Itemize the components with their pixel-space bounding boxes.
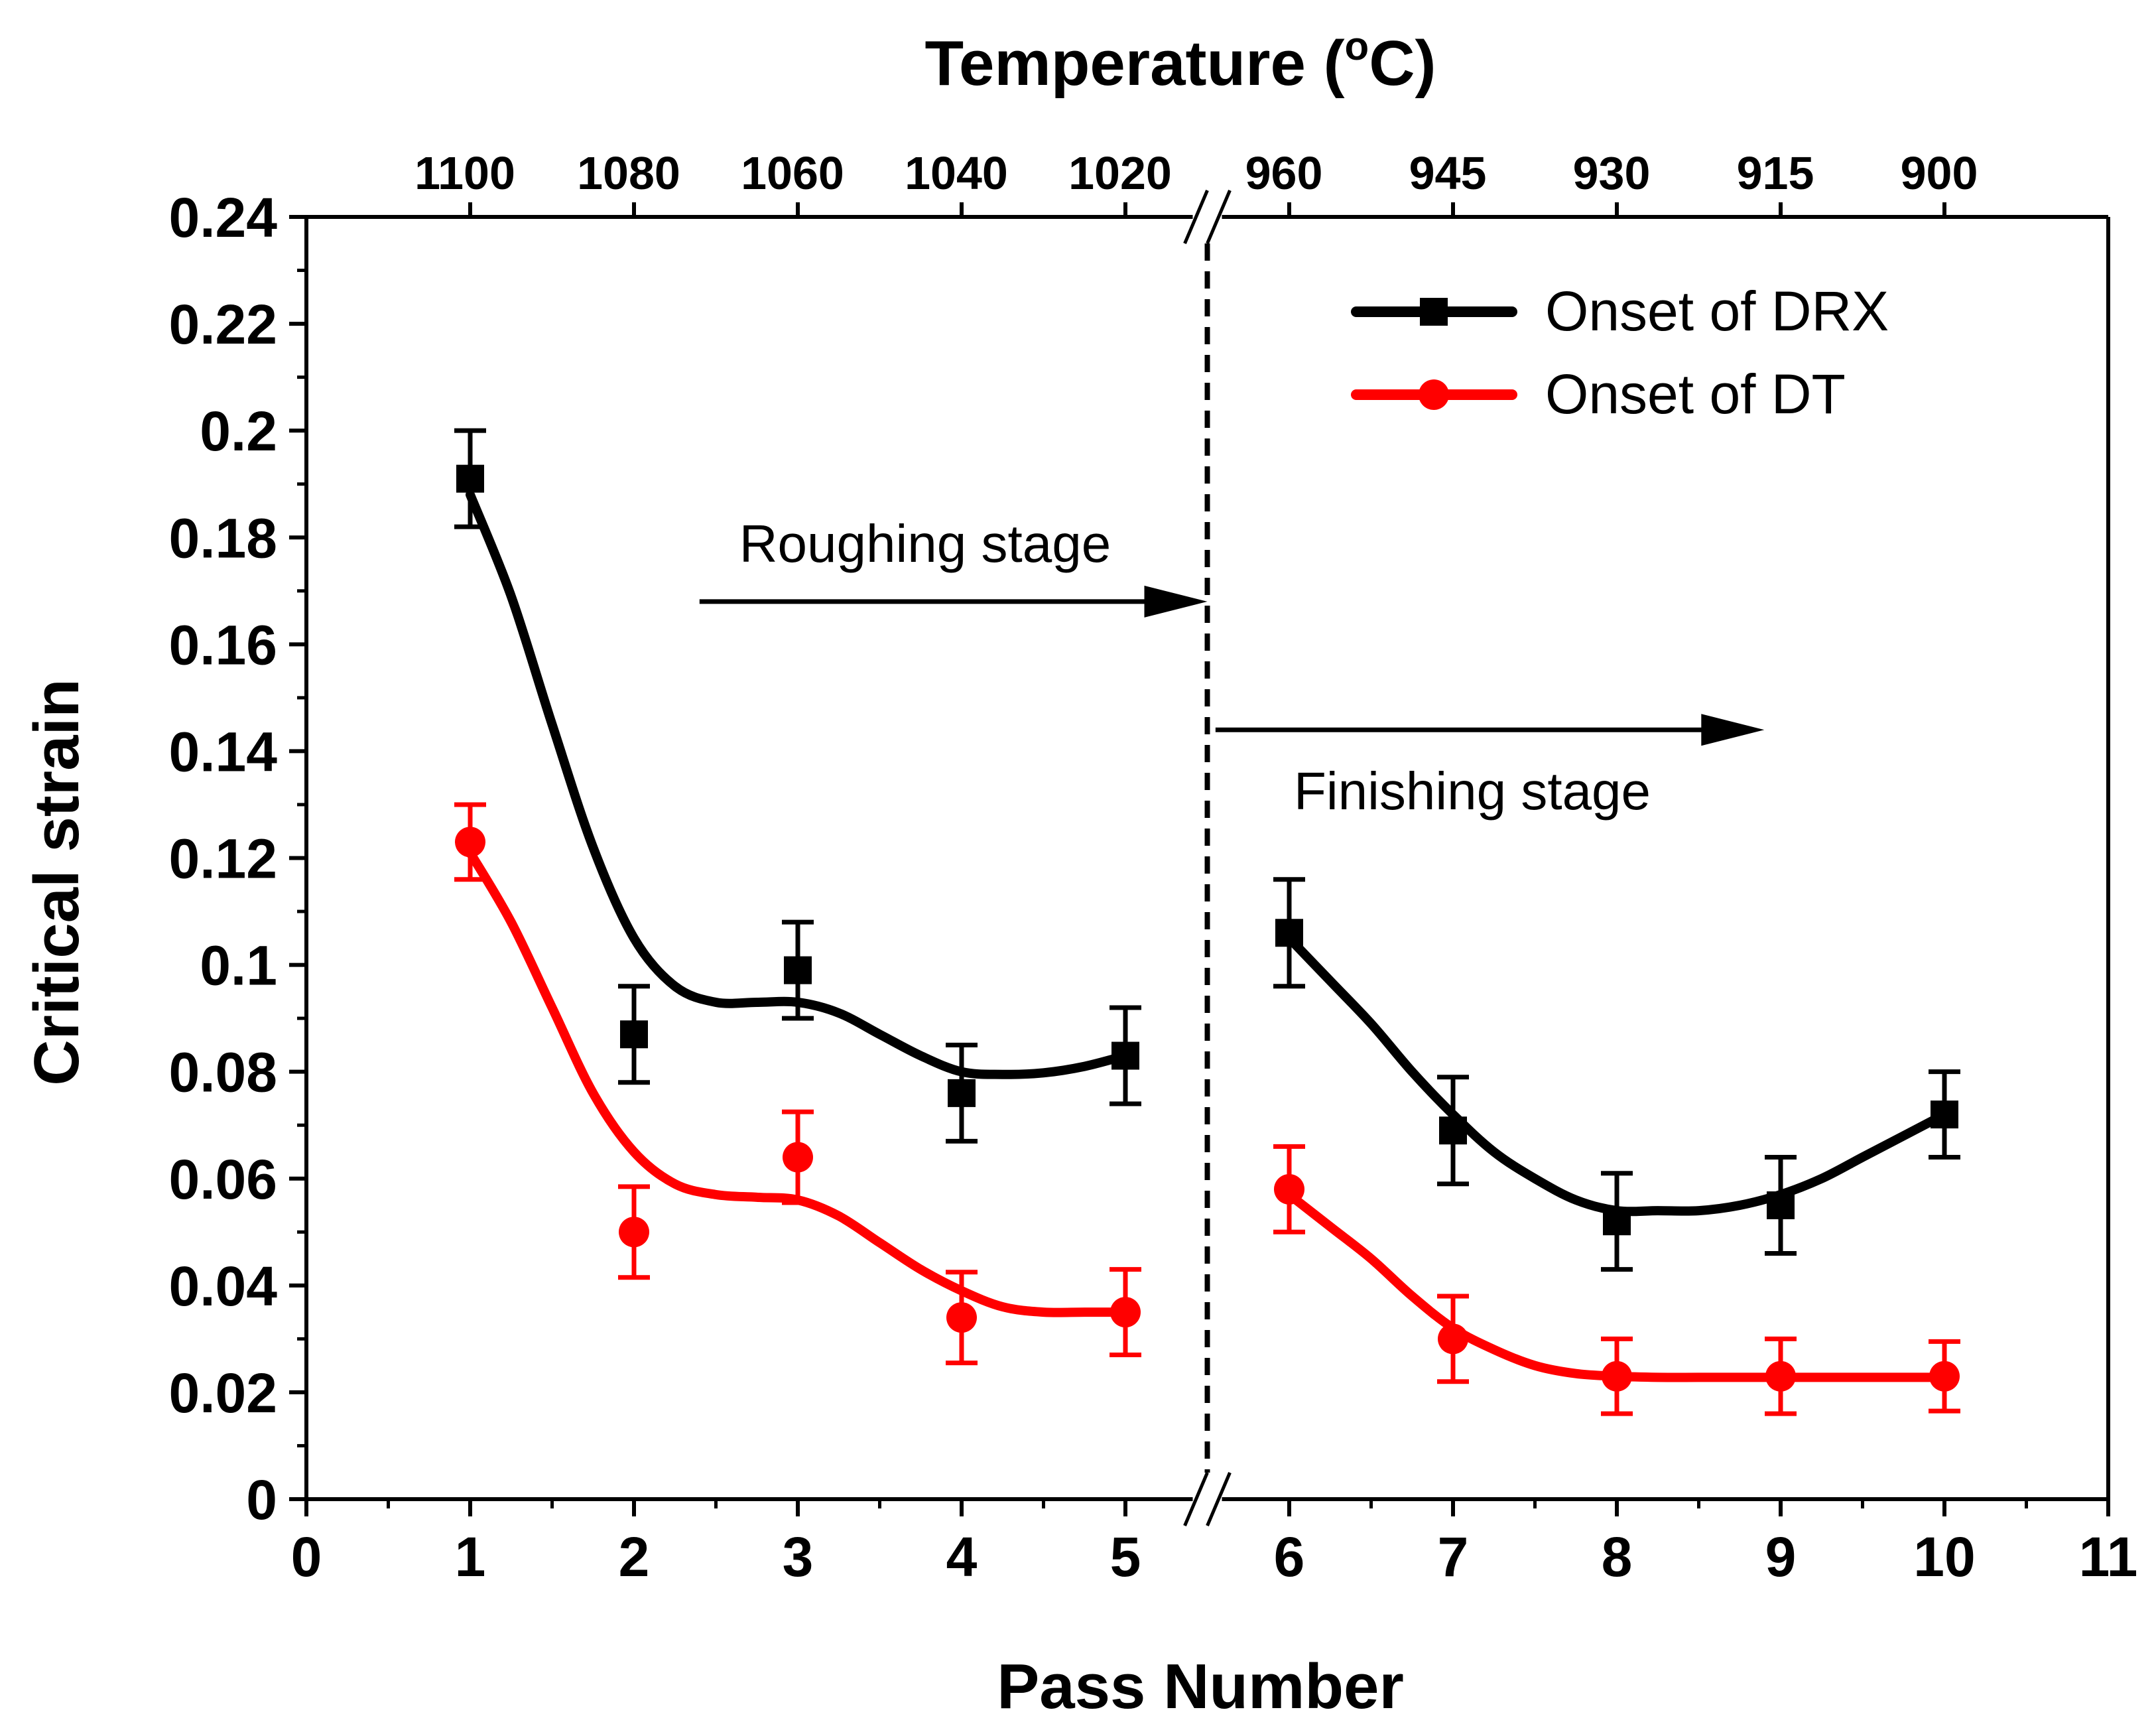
top-tick-label: 1100	[414, 147, 515, 199]
y-tick-label: 0.14	[169, 720, 278, 783]
y-tick-label: 0.12	[169, 828, 278, 890]
data-point	[1603, 1207, 1631, 1236]
data-point	[1767, 1191, 1795, 1220]
stage-annotations: Roughing stage Finishing stage	[699, 514, 1765, 821]
x-tick-label: 11	[2079, 1526, 2138, 1588]
y-tick-label: 0.02	[169, 1362, 278, 1424]
x-tick-label: 10	[1913, 1526, 1975, 1588]
y-tick-label: 0.18	[169, 507, 278, 569]
data-point	[1111, 1041, 1139, 1070]
legend: Onset of DRX Onset of DT	[1351, 280, 1889, 425]
top-tick-label: 900	[1901, 147, 1978, 199]
x-tick-label: 0	[291, 1526, 322, 1588]
legend-marker-2	[1419, 379, 1449, 410]
data-point	[1439, 1116, 1467, 1145]
stage-arrow-head-2	[1701, 714, 1765, 746]
data-markers	[455, 464, 1960, 1392]
break-slash-bottom-1	[1183, 1472, 1209, 1526]
top-tick-label: 1040	[905, 147, 1008, 199]
fit-line-series2-seg1	[466, 848, 1130, 1317]
break-slash-top-1	[1183, 190, 1209, 244]
break-slash-top-2	[1206, 190, 1232, 244]
y-tick-label: 0.04	[169, 1255, 278, 1317]
top-axis-title: Temperature (oC)	[925, 24, 1436, 99]
data-point	[1931, 1100, 1958, 1129]
data-point	[1110, 1297, 1141, 1328]
y-axis-ticks: 0 0.02 0.04 0.06 0.08 0.1 0.12 0.14 0.16 0.18 0.2 0…	[169, 186, 306, 1531]
legend-label-2: Onset of DT	[1545, 363, 1846, 425]
fit-line-series1-seg2	[1285, 933, 1949, 1217]
top-tick-label: 1080	[577, 147, 680, 199]
data-point	[619, 1217, 649, 1248]
break-slash-bottom-2	[1206, 1472, 1232, 1526]
stage-label-2: Finishing stage	[1294, 762, 1651, 821]
legend-marker-1	[1420, 298, 1448, 326]
y-tick-label: 0.2	[200, 400, 277, 462]
data-point	[946, 1302, 977, 1333]
x-tick-label: 2	[619, 1526, 650, 1588]
data-point	[455, 827, 485, 858]
data-point	[1275, 919, 1303, 947]
top-tick-label: 930	[1573, 147, 1651, 199]
data-point	[1929, 1361, 1960, 1392]
y-tick-label: 0.22	[169, 293, 278, 356]
data-point	[620, 1020, 648, 1049]
x-axis-ticks: 0 1 2 3 4 5 6 7 8 9 10 11	[291, 1499, 2138, 1588]
stage-arrow-head-1	[1144, 585, 1208, 618]
data-point	[1274, 1173, 1304, 1205]
x-tick-label: 1	[455, 1526, 486, 1588]
top-tick-label: 945	[1409, 147, 1487, 199]
top-tick-label: 1020	[1068, 147, 1172, 199]
y-tick-label: 0.16	[169, 614, 278, 676]
y-axis-title: Critical strain	[21, 679, 92, 1086]
data-point	[784, 956, 812, 984]
x-axis-title: Pass Number	[997, 1651, 1404, 1722]
top-axis-ticks: 1100 1080 1060 1040 1020 960 945 930 915 900	[414, 147, 1978, 217]
top-tick-label: 915	[1737, 147, 1814, 199]
legend-label-1: Onset of DRX	[1545, 280, 1889, 342]
data-point	[1438, 1323, 1468, 1355]
axis-break	[1183, 190, 1232, 1526]
y-tick-label: 0.1	[200, 935, 277, 997]
top-tick-label: 1060	[741, 147, 844, 199]
x-tick-label: 3	[783, 1526, 814, 1588]
y-tick-label: 0	[246, 1469, 277, 1531]
x-tick-label: 7	[1438, 1526, 1469, 1588]
fit-line-series1-seg1	[466, 490, 1130, 1079]
top-tick-label: 960	[1245, 147, 1323, 199]
y-tick-label: 0.06	[169, 1148, 278, 1211]
y-tick-label: 0.24	[169, 186, 278, 249]
x-tick-label: 5	[1110, 1526, 1141, 1588]
data-point	[1765, 1361, 1796, 1392]
x-tick-label: 8	[1602, 1526, 1633, 1588]
data-point	[783, 1142, 813, 1173]
x-tick-label: 9	[1765, 1526, 1797, 1588]
x-tick-label: 6	[1274, 1526, 1305, 1588]
data-point	[1602, 1361, 1632, 1392]
stage-label-1: Roughing stage	[739, 514, 1111, 573]
data-point	[948, 1079, 976, 1107]
x-tick-label: 4	[946, 1526, 978, 1588]
data-point	[456, 464, 484, 493]
y-tick-label: 0.08	[169, 1041, 278, 1104]
